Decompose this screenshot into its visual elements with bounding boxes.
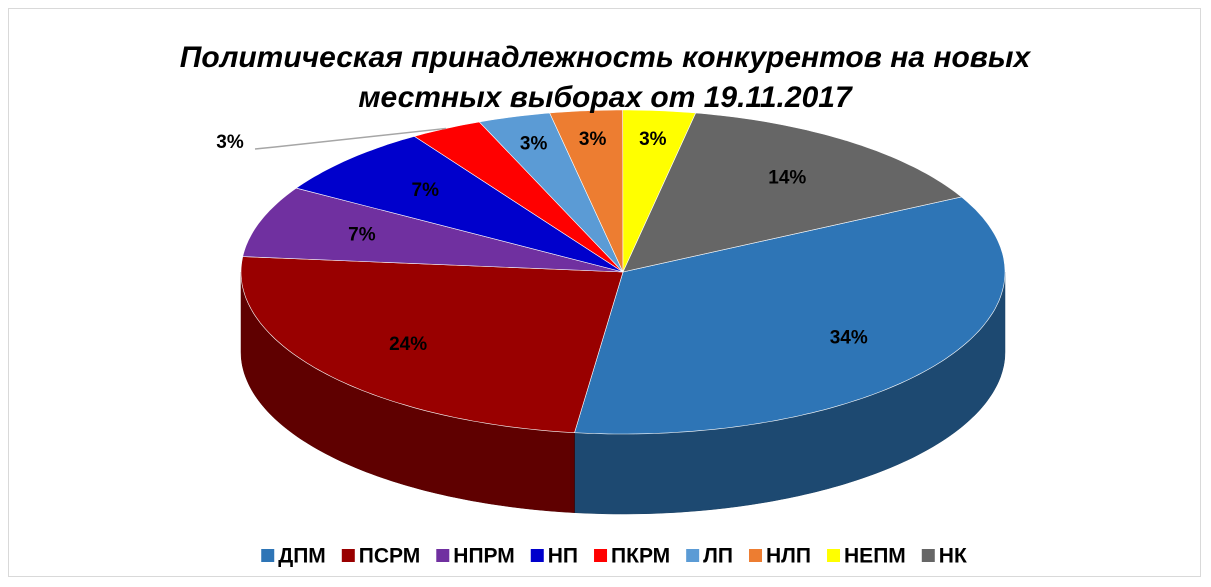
legend-label: ДПМ	[278, 545, 326, 568]
legend-label: НЕПМ	[844, 545, 906, 568]
pie-slice	[240, 256, 624, 434]
data-label: 3%	[639, 129, 667, 150]
legend-label: ПСРМ	[359, 545, 420, 568]
leader-line	[254, 127, 447, 150]
chart-title: Политическая принадлежность конкурентов …	[179, 41, 1031, 114]
legend-swatch	[921, 549, 935, 562]
data-label: 3%	[216, 132, 244, 153]
pie-slice	[622, 112, 963, 273]
data-label: 3%	[579, 129, 607, 150]
legend-label: ПКРМ	[611, 545, 670, 568]
legend-swatch	[341, 549, 355, 562]
legend-swatch	[261, 549, 275, 562]
legend-swatch	[436, 549, 450, 562]
legend-swatch	[530, 549, 544, 562]
data-label: 24%	[389, 334, 427, 355]
legend-label: ЛП	[703, 545, 733, 568]
data-label: 7%	[412, 180, 440, 201]
legend-swatch	[594, 549, 608, 562]
legend-label: НЛП	[766, 545, 811, 568]
legend-swatch	[686, 549, 700, 562]
pie-slice	[574, 196, 1006, 435]
data-label: 3%	[520, 134, 548, 155]
data-label: 34%	[830, 328, 868, 349]
data-label: 7%	[348, 224, 376, 245]
legend-swatch	[827, 549, 841, 562]
chart-frame	[8, 8, 1201, 577]
legend-swatch	[749, 549, 763, 562]
legend-label: НПРМ	[453, 545, 514, 568]
legend-label: НК	[939, 545, 967, 568]
pie-slice	[242, 187, 624, 273]
legend-label: НП	[548, 545, 578, 568]
pie-slice	[295, 135, 624, 273]
data-label: 14%	[768, 167, 806, 188]
pie-slice	[622, 109, 697, 273]
legend: ДПМ ПСРМ НПРМ НП ПКРМ ЛП НЛП НЕПМ НК	[261, 545, 967, 568]
pie-tops	[240, 109, 1006, 435]
pie-slice	[478, 112, 624, 273]
pie-slice	[549, 109, 624, 273]
